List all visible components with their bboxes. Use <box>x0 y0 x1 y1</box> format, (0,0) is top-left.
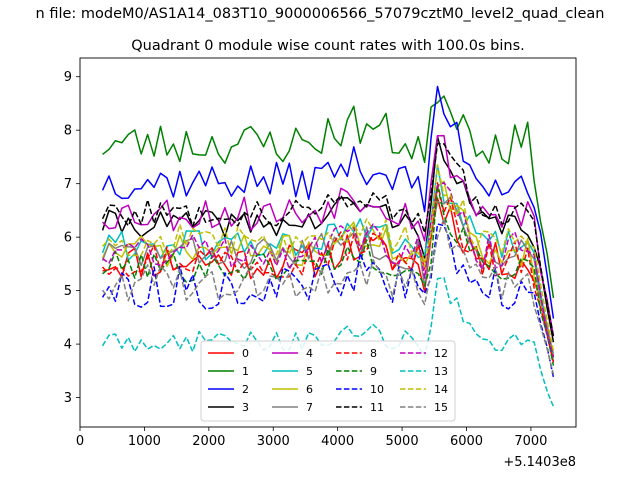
series-line-11 <box>101 142 555 337</box>
series-line-9 <box>102 185 555 366</box>
series-line-1 <box>102 95 555 299</box>
y-tick-label: 5 <box>64 284 72 299</box>
plot-frame <box>79 57 577 428</box>
legend-label-12: 12 <box>434 347 448 360</box>
legend-label-6: 6 <box>306 383 313 396</box>
series-line-5 <box>101 164 555 355</box>
y-tick-label: 4 <box>64 338 72 353</box>
x-tick-label: 3000 <box>257 434 290 449</box>
series-line-14 <box>101 164 555 352</box>
chart-suptitle: n file: modeM0/AS1A14_083T10_9000006566_… <box>36 6 605 22</box>
y-tick-label: 7 <box>64 177 72 192</box>
x-tick-label: 0 <box>76 434 84 449</box>
legend-label-5: 5 <box>306 365 313 378</box>
legend-label-7: 7 <box>306 401 313 414</box>
x-tick-label: 2000 <box>192 434 225 449</box>
y-tick-label: 3 <box>64 391 72 406</box>
legend-label-10: 10 <box>370 383 384 396</box>
x-tick-label: 1000 <box>128 434 161 449</box>
legend-label-8: 8 <box>370 347 377 360</box>
legend-label-11: 11 <box>370 401 384 414</box>
series-line-10 <box>101 223 555 378</box>
y-tick-label: 9 <box>64 70 72 85</box>
axis-layer: 0 1000 2000 3000 4000 5000 6000 7000 3 4 5 6 7 8 9 <box>64 70 548 449</box>
x-offset-label: +5.1403e8 <box>503 455 576 470</box>
y-tick-label: 6 <box>64 231 72 246</box>
legend-label-9: 9 <box>370 365 377 378</box>
series-line-15 <box>101 217 555 375</box>
series-line-12 <box>102 181 555 357</box>
y-tick-label: 8 <box>64 124 72 139</box>
x-tick-label: 4000 <box>321 434 354 449</box>
legend-label-3: 3 <box>242 401 249 414</box>
legend-label-13: 13 <box>434 365 448 378</box>
legend-label-0: 0 <box>242 347 249 360</box>
legend-label-2: 2 <box>242 383 249 396</box>
chart-title: Quadrant 0 module wise count rates with … <box>131 38 525 54</box>
x-tick-label: 5000 <box>386 434 419 449</box>
legend-label-4: 4 <box>306 347 313 360</box>
x-tick-label: 6000 <box>450 434 483 449</box>
legend-box <box>200 340 456 422</box>
legend-label-14: 14 <box>434 383 448 396</box>
legend-label-1: 1 <box>242 365 249 378</box>
series-line-4 <box>102 134 555 337</box>
series-line-2 <box>101 85 555 319</box>
legend-label-15: 15 <box>434 401 448 414</box>
x-tick-label: 7000 <box>514 434 547 449</box>
